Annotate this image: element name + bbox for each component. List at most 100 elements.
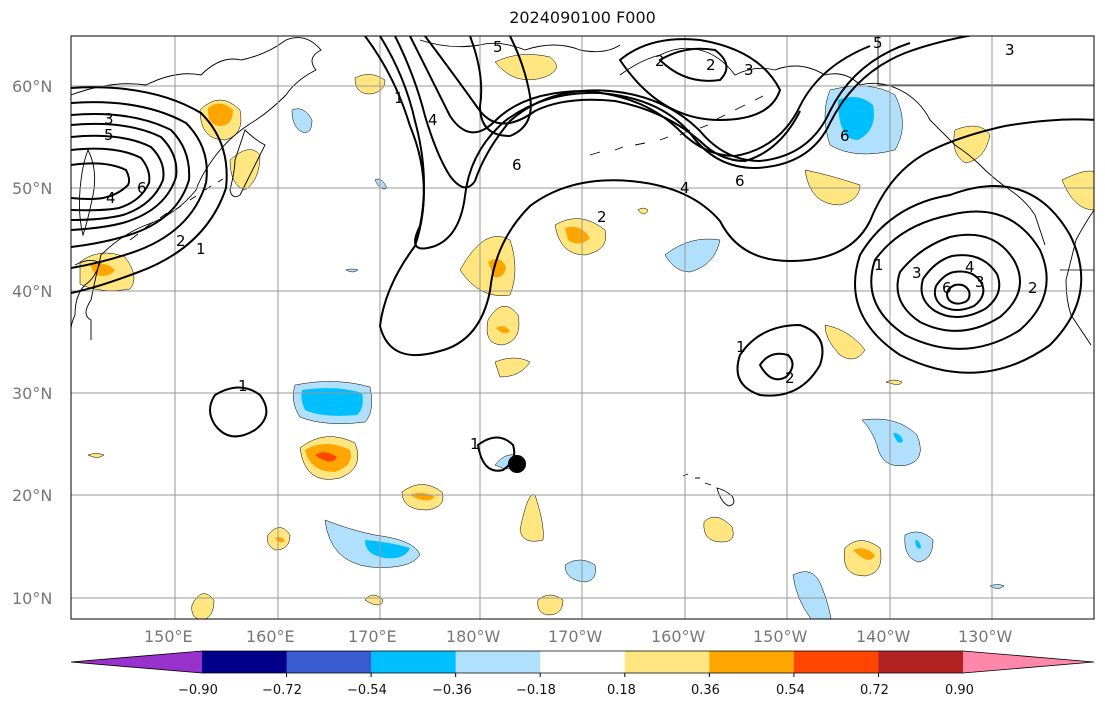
contour-line [71,147,151,212]
contour-label: 4 [428,111,438,129]
colorbar-segment [793,651,879,673]
contour-label: 1 [874,256,884,274]
contour-label: 2 [706,56,716,74]
colorbar-segment [709,651,795,673]
contour-line [658,47,728,82]
lon-label-170w: 170°W [548,627,603,646]
colorbar-extend-high [963,651,1094,673]
contour-label: 5 [104,126,114,144]
contour-label: 2 [1028,279,1038,297]
colorbar-tick-label: 0.72 [860,683,889,698]
lat-label-30n: 30°N [12,384,53,403]
contour-line [409,36,871,158]
lat-label-40n: 40°N [12,282,53,301]
shade-positive [207,103,233,126]
coastline-japan [71,260,101,335]
colorbar-tick-label: 0.18 [607,683,636,698]
lat-label-20n: 20°N [12,486,53,505]
shade-positive [494,357,531,378]
contour-line [71,134,165,221]
shade-negative [792,571,832,619]
colorbar-extend-low [71,651,202,673]
lon-label-160e: 160°E [246,627,295,646]
contour-line [736,323,824,397]
contour-label: 4 [965,258,975,276]
shade-negative [893,433,903,443]
contour-line [920,254,1001,318]
contour-label: 4 [680,179,690,197]
shade-negative [838,96,874,140]
shade-positive [494,54,557,81]
colorbar [70,650,1095,677]
contour-label: 2 [176,232,186,250]
contour-line [379,36,974,250]
contour-label: 6 [942,279,952,297]
shade-negative [564,559,596,583]
shaded-anomaly-areas [79,54,1094,619]
lon-label-150w: 150°W [753,627,808,646]
contour-line [896,233,1021,332]
contour-line [71,101,208,269]
shade-positive [824,324,866,360]
shade-positive [229,149,261,191]
contour-label: 2 [655,52,665,70]
contour-label: 1 [238,377,248,395]
contour-line [469,36,532,138]
colorbar-tick-label: −0.54 [347,683,387,698]
colorbar-segment [371,651,457,673]
colorbar-segment [624,651,710,673]
shade-negative [365,540,410,559]
lon-label-160w: 160°W [651,627,706,646]
contour-line [364,36,1094,357]
lon-label-140w: 140°W [856,627,911,646]
colorbar-segment [540,651,626,673]
colorbar-outline [70,650,1095,674]
contour-label: 1 [736,338,746,356]
contour-label: 3 [975,273,985,291]
contour-label: 3 [1005,41,1015,59]
shade-positive [1061,170,1094,211]
storm-center-dot [508,455,526,473]
shade-positive [459,236,516,296]
lat-label-50n: 50°N [12,179,53,198]
contour-label: 1 [394,89,404,107]
boundaries [877,36,1094,271]
colorbar-tick-label: −0.36 [432,683,472,698]
lon-label-180w: 180°W [446,627,501,646]
colorbar-tick-label: −0.72 [262,683,302,698]
colorbar-segment [202,651,288,673]
colorbar-tick-label: −0.90 [178,683,218,698]
lat-label-10n: 10°N [12,589,53,608]
shade-positive [486,306,520,346]
shade-negative [664,238,721,273]
contour-label: 6 [512,156,522,174]
contour-line [870,210,1048,350]
plot-frame [70,35,1095,620]
contour-label: 3 [104,110,114,128]
shade-negative [291,108,313,133]
shade-negative [345,268,359,273]
contour-line [71,113,191,248]
chart-title: 2024090100 F000 [509,8,656,27]
shade-positive [843,540,882,577]
islands-hawaii [682,473,735,507]
contour-line [758,352,794,381]
contour-line [933,270,985,311]
lon-label-150e: 150°E [144,627,193,646]
contour-label: 2 [597,208,607,226]
contour-label: 5 [493,38,503,56]
contour-label: 6 [840,127,850,145]
colorbar-segment [455,651,541,673]
shade-negative [861,418,921,467]
lat-label-60n: 60°N [12,77,53,96]
shade-positive [565,226,590,244]
shade-positive [191,593,215,619]
shade-positive [354,74,386,95]
contour-label: 6 [137,179,147,197]
contour-line [618,38,782,122]
colorbar-tick-label: 0.54 [776,683,805,698]
colorbar-segment [878,651,964,673]
lon-label-130w: 130°W [958,627,1013,646]
contour-label: 1 [470,435,480,453]
